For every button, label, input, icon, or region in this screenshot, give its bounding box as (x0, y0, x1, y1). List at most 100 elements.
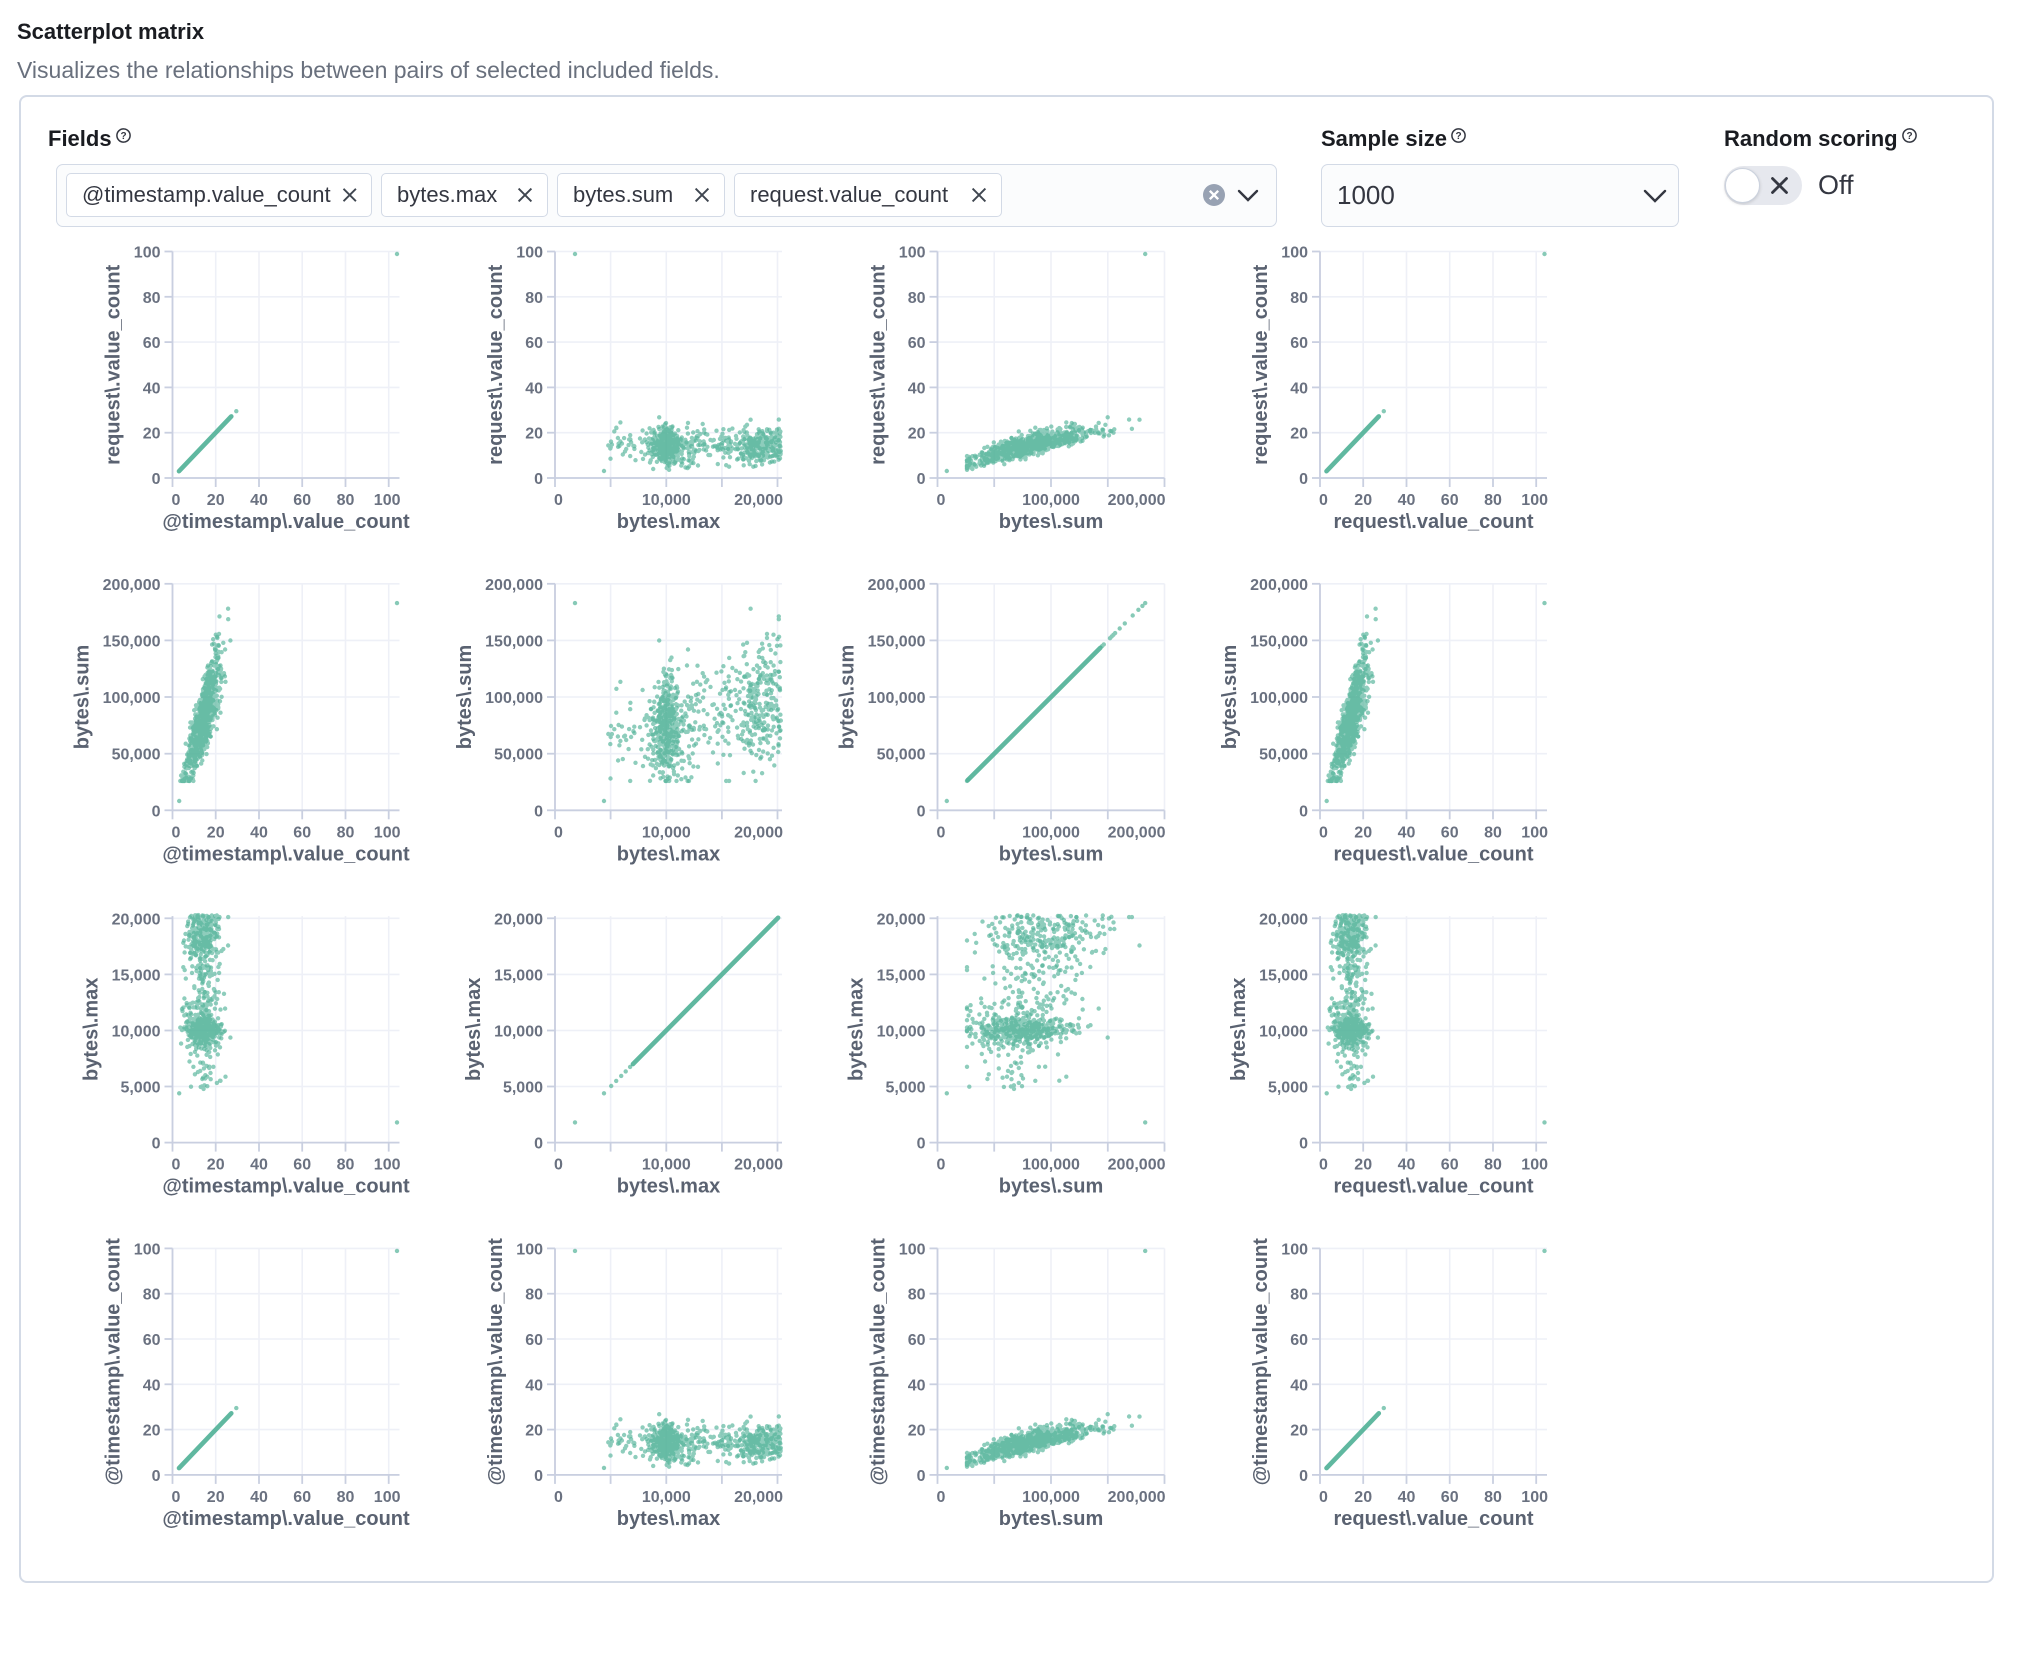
svg-text:10,000: 10,000 (1259, 1024, 1308, 1041)
svg-text:80: 80 (1290, 1287, 1308, 1304)
svg-text:100,000: 100,000 (868, 690, 926, 707)
svg-text:15,000: 15,000 (494, 967, 543, 984)
svg-text:100: 100 (1281, 245, 1308, 262)
svg-text:100: 100 (516, 1241, 543, 1258)
svg-text:10,000: 10,000 (642, 492, 691, 509)
svg-text:@timestamp\.value_count: @timestamp\.value_count (162, 511, 410, 533)
svg-text:20: 20 (1354, 1489, 1372, 1506)
svg-text:0: 0 (554, 824, 563, 841)
svg-text:10,000: 10,000 (112, 1024, 161, 1041)
svg-text:100,000: 100,000 (1022, 492, 1080, 509)
svg-text:20,000: 20,000 (877, 911, 926, 928)
svg-text:0: 0 (534, 471, 543, 488)
svg-text:40: 40 (908, 380, 926, 397)
svg-text:0: 0 (1319, 1489, 1328, 1506)
svg-text:0: 0 (937, 1157, 946, 1174)
svg-text:bytes\.sum: bytes\.sum (999, 1508, 1103, 1530)
svg-text:0: 0 (917, 471, 926, 488)
svg-text:200,000: 200,000 (485, 577, 543, 594)
svg-text:0: 0 (534, 803, 543, 820)
svg-text:60: 60 (293, 1489, 311, 1506)
svg-text:40: 40 (250, 1157, 268, 1174)
svg-text:0: 0 (172, 1489, 181, 1506)
svg-text:0: 0 (1299, 1468, 1308, 1485)
svg-text:150,000: 150,000 (103, 633, 161, 650)
svg-text:100,000: 100,000 (1022, 1157, 1080, 1174)
svg-text:5,000: 5,000 (885, 1080, 925, 1097)
svg-text:0: 0 (937, 824, 946, 841)
svg-text:request\.value_count: request\.value_count (103, 264, 125, 464)
svg-text:bytes\.sum: bytes\.sum (72, 645, 94, 749)
svg-text:bytes\.max: bytes\.max (463, 978, 485, 1081)
svg-text:0: 0 (152, 1468, 161, 1485)
svg-text:20,000: 20,000 (734, 1157, 783, 1174)
svg-text:20: 20 (207, 1489, 225, 1506)
svg-text:60: 60 (1441, 1157, 1459, 1174)
svg-text:bytes\.max: bytes\.max (1228, 978, 1250, 1081)
svg-text:0: 0 (1319, 492, 1328, 509)
svg-text:40: 40 (1398, 1489, 1416, 1506)
svg-text:80: 80 (525, 290, 543, 307)
svg-text:50,000: 50,000 (112, 747, 161, 764)
svg-text:10,000: 10,000 (877, 1024, 926, 1041)
svg-text:request\.value_count: request\.value_count (1333, 843, 1533, 865)
svg-text:bytes\.sum: bytes\.sum (999, 843, 1103, 865)
svg-text:0: 0 (554, 492, 563, 509)
svg-text:80: 80 (143, 290, 161, 307)
svg-text:50,000: 50,000 (1259, 747, 1308, 764)
svg-text:0: 0 (1319, 1157, 1328, 1174)
svg-text:40: 40 (908, 1377, 926, 1394)
svg-text:bytes\.max: bytes\.max (617, 511, 720, 533)
svg-text:100: 100 (374, 492, 401, 509)
svg-text:15,000: 15,000 (112, 967, 161, 984)
svg-text:40: 40 (250, 492, 268, 509)
svg-text:0: 0 (917, 1136, 926, 1153)
svg-text:15,000: 15,000 (877, 967, 926, 984)
svg-text:bytes\.max: bytes\.max (81, 978, 103, 1081)
svg-text:100: 100 (1521, 1489, 1548, 1506)
svg-text:@timestamp\.value_count: @timestamp\.value_count (103, 1238, 125, 1486)
svg-text:100: 100 (1521, 1157, 1548, 1174)
svg-text:bytes\.sum: bytes\.sum (1219, 645, 1241, 749)
svg-text:@timestamp\.value_count: @timestamp\.value_count (162, 1176, 410, 1198)
svg-text:0: 0 (172, 492, 181, 509)
svg-text:60: 60 (293, 824, 311, 841)
svg-text:80: 80 (908, 290, 926, 307)
svg-text:request\.value_count: request\.value_count (1250, 264, 1272, 464)
svg-text:0: 0 (172, 1157, 181, 1174)
svg-text:20: 20 (525, 1423, 543, 1440)
svg-text:200,000: 200,000 (1250, 577, 1308, 594)
svg-text:60: 60 (525, 1332, 543, 1349)
svg-text:100,000: 100,000 (1022, 824, 1080, 841)
svg-text:0: 0 (534, 1468, 543, 1485)
svg-text:40: 40 (1398, 492, 1416, 509)
svg-text:?: ? (1906, 131, 1912, 142)
svg-text:0: 0 (1299, 471, 1308, 488)
svg-text:80: 80 (337, 1157, 355, 1174)
svg-text:0: 0 (937, 1489, 946, 1506)
svg-text:20: 20 (1354, 1157, 1372, 1174)
svg-text:150,000: 150,000 (1250, 633, 1308, 650)
svg-text:20: 20 (1354, 492, 1372, 509)
svg-text:150,000: 150,000 (485, 633, 543, 650)
svg-text:80: 80 (337, 492, 355, 509)
svg-text:60: 60 (1441, 492, 1459, 509)
svg-text:5,000: 5,000 (1268, 1080, 1308, 1097)
svg-text:80: 80 (908, 1287, 926, 1304)
svg-text:20,000: 20,000 (112, 911, 161, 928)
svg-text:40: 40 (1290, 380, 1308, 397)
svg-text:200,000: 200,000 (868, 577, 926, 594)
svg-text:100: 100 (516, 245, 543, 262)
svg-text:?: ? (1455, 131, 1461, 142)
svg-text:40: 40 (250, 824, 268, 841)
svg-text:0: 0 (917, 1468, 926, 1485)
svg-text:60: 60 (143, 1332, 161, 1349)
svg-text:80: 80 (1484, 1489, 1502, 1506)
svg-text:0: 0 (152, 1136, 161, 1153)
svg-text:60: 60 (143, 335, 161, 352)
svg-text:0: 0 (152, 471, 161, 488)
svg-text:40: 40 (143, 380, 161, 397)
svg-text:60: 60 (525, 335, 543, 352)
svg-text:60: 60 (1441, 1489, 1459, 1506)
svg-text:20,000: 20,000 (734, 1489, 783, 1506)
